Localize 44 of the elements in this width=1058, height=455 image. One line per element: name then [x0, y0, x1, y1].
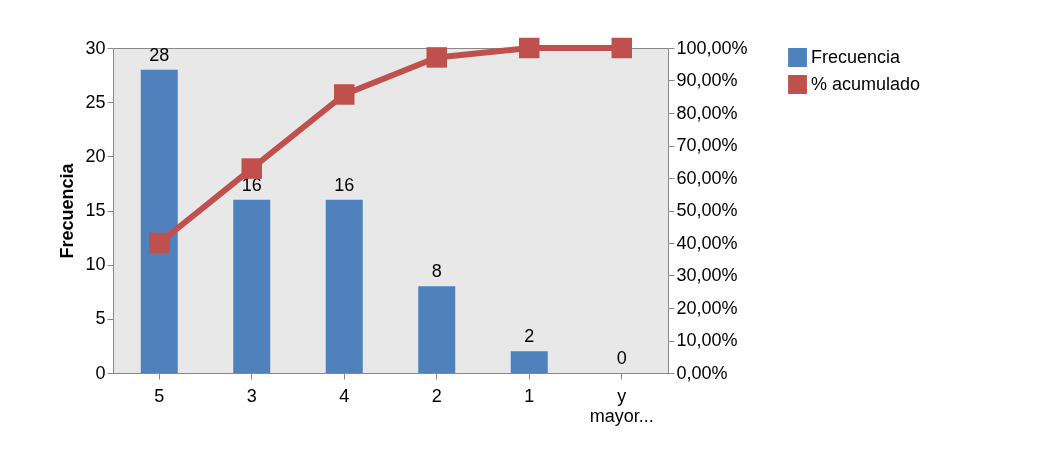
bar	[325, 199, 363, 373]
point	[241, 158, 262, 179]
data-label: 28	[149, 44, 170, 65]
y-tick-label: 0	[95, 362, 106, 383]
y2-tick-label: 90,00%	[676, 70, 738, 90]
y2-tick-label: 40,00%	[676, 232, 738, 253]
legend-label: % acumulado	[811, 73, 921, 94]
x-tick-label: y mayor...	[589, 385, 654, 426]
y-tick-label: 15	[85, 200, 106, 220]
y-tick-label: 30	[85, 37, 106, 58]
y-tick-label: 10	[85, 254, 106, 275]
data-label: 16	[334, 174, 355, 195]
y2-tick-label: 10,00%	[676, 330, 738, 350]
x-tick-label: 5	[154, 385, 165, 406]
point	[149, 232, 170, 254]
y2-tick-label: 50,00%	[676, 200, 738, 220]
bar	[418, 286, 456, 373]
y2-tick-label: 20,00%	[676, 297, 738, 318]
y2-tick-label: 30,00%	[676, 265, 738, 285]
bar	[140, 69, 178, 373]
y2-tick-label: 100,00%	[676, 37, 748, 58]
data-label: 16	[241, 174, 262, 195]
point	[426, 47, 447, 68]
x-tick-label: 1	[524, 385, 535, 406]
x-tick-label: 4	[339, 385, 350, 406]
y-axis-title: Frecuencia	[57, 162, 78, 259]
y-tick-label: 5	[95, 308, 106, 329]
y2-tick-label: 70,00%	[676, 135, 738, 155]
x-tick-label: 3	[246, 385, 257, 406]
point	[334, 84, 355, 105]
point	[519, 37, 540, 59]
y-tick-label: 20	[85, 145, 106, 166]
point	[611, 37, 632, 59]
bar	[510, 351, 548, 373]
data-label: 8	[431, 261, 442, 282]
y-tick-label: 25	[85, 91, 106, 112]
y2-tick-label: 60,00%	[676, 167, 738, 188]
data-label: 0	[616, 348, 627, 368]
legend-label: Frecuencia	[811, 46, 902, 67]
x-tick-label: 2	[431, 385, 442, 406]
y2-tick-label: 0,00%	[676, 362, 728, 383]
y2-tick-label: 80,00%	[676, 102, 738, 123]
data-label: 2	[524, 326, 535, 347]
bar	[233, 199, 271, 373]
